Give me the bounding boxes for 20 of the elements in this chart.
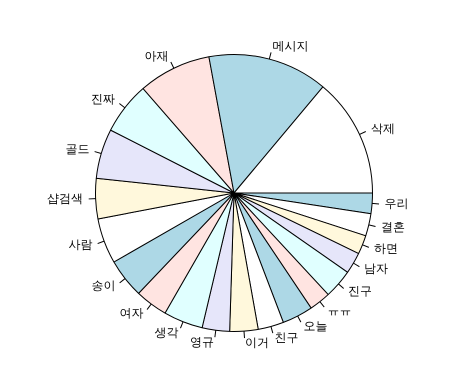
slice-label: 아재 — [144, 49, 168, 64]
slice-label: 남자 — [364, 262, 388, 276]
slice-label: 영규 — [190, 334, 214, 349]
slice-label: 하면 — [374, 242, 398, 256]
slice-label: 여자 — [120, 306, 144, 320]
slice-label: ㅠㅠ — [328, 304, 352, 318]
slice-label: 생각 — [154, 325, 178, 340]
slice-label: 친구 — [274, 330, 298, 345]
slice-label: 우리 — [384, 196, 409, 210]
slice-label: 샵검색 — [47, 191, 84, 206]
slice-label: 진짜 — [91, 92, 116, 106]
slice-label: 오늘 — [303, 319, 328, 334]
slice-label: 이거 — [244, 336, 269, 350]
slice-label: 결혼 — [380, 220, 405, 234]
slice-label: 진구 — [348, 284, 372, 298]
slice-label: 메시지 — [272, 39, 308, 54]
slice-label: 사람 — [68, 238, 92, 252]
slice-label: 골드 — [65, 142, 90, 156]
slice-label: 삭제 — [370, 121, 395, 136]
slice-label: 송이 — [91, 278, 116, 292]
